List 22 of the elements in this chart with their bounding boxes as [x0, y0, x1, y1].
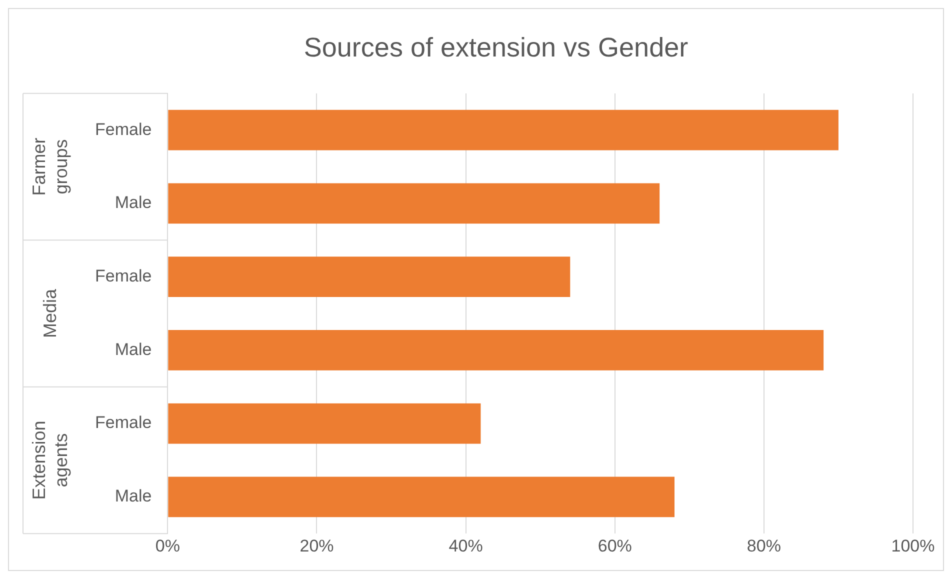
y-tick-label: Female: [95, 120, 152, 139]
x-tick-label: 40%: [448, 536, 483, 556]
text: Extension agents: [28, 420, 71, 500]
y-tick-label: Male: [114, 486, 152, 506]
x-tick-label: 80%: [746, 536, 781, 556]
bar: [168, 403, 481, 444]
bar: [168, 110, 838, 150]
x-tick-label: 0%: [155, 536, 180, 556]
x-tick-label: 20%: [300, 536, 334, 556]
bar: [168, 256, 570, 297]
chart-title: Sources of extension vs Gender: [304, 32, 688, 63]
x-tick-label: 60%: [598, 536, 632, 556]
y-tick-label: Male: [114, 193, 152, 212]
bar: [168, 183, 660, 224]
text: Farmer groups: [28, 138, 71, 196]
bar: [168, 476, 674, 518]
y-tick-label: Male: [114, 340, 152, 359]
text: Media: [40, 288, 60, 338]
y-tick-label: Female: [95, 413, 152, 432]
y-tick-label: Female: [95, 266, 152, 286]
x-tick-label: 100%: [891, 536, 935, 556]
bar: [168, 330, 824, 370]
